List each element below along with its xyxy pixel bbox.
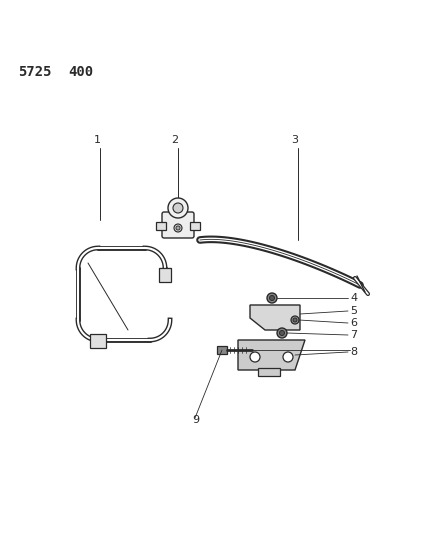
Bar [190, 222, 200, 230]
FancyBboxPatch shape [162, 212, 194, 238]
Circle shape [267, 293, 277, 303]
Circle shape [176, 226, 180, 230]
Text: 4: 4 [350, 293, 357, 303]
Circle shape [291, 316, 299, 324]
Text: 7: 7 [350, 330, 357, 340]
Polygon shape [250, 305, 300, 330]
Circle shape [277, 328, 287, 338]
Text: 2: 2 [172, 135, 178, 145]
Bar [258, 368, 280, 376]
Text: 9: 9 [192, 415, 199, 425]
Bar [159, 268, 171, 282]
Text: 6: 6 [350, 318, 357, 328]
Circle shape [174, 224, 182, 232]
Circle shape [168, 198, 188, 218]
Polygon shape [238, 340, 305, 370]
Bar [217, 346, 227, 354]
Text: 8: 8 [350, 347, 357, 357]
Circle shape [270, 295, 274, 301]
Circle shape [283, 352, 293, 362]
Text: 1: 1 [93, 135, 101, 145]
Bar [156, 222, 166, 230]
Bar [90, 334, 106, 348]
Text: 400: 400 [68, 65, 93, 79]
Text: 3: 3 [291, 135, 298, 145]
Circle shape [279, 330, 285, 335]
Circle shape [173, 203, 183, 213]
Text: 5725: 5725 [18, 65, 51, 79]
Circle shape [250, 352, 260, 362]
Circle shape [293, 318, 297, 322]
Text: 5: 5 [350, 306, 357, 316]
